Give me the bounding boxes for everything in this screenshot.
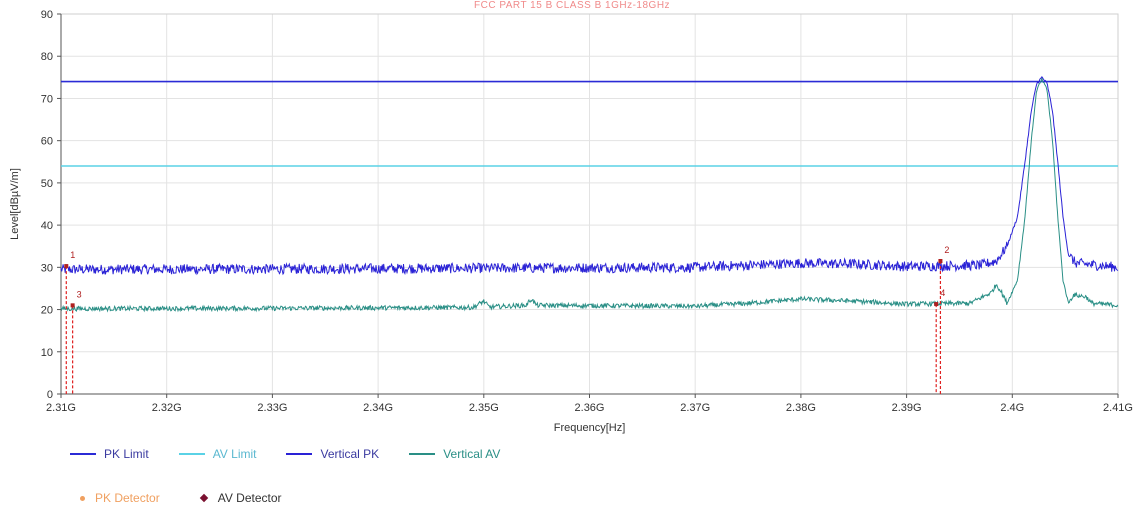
y-axis-label: Level[dBµV/m]	[9, 168, 21, 240]
x-tick-label: 2.38G	[786, 402, 816, 414]
marker-point-4	[934, 302, 939, 307]
x-tick-label: 2.39G	[892, 402, 922, 414]
legend-vertical-pk-label: Vertical PK	[320, 447, 380, 461]
x-tick-label: 2.36G	[575, 402, 605, 414]
marker-label-1: 1	[70, 250, 75, 260]
marker-point-2	[938, 259, 943, 263]
y-tick-label: 30	[41, 262, 53, 274]
legend-vertical-pk: Vertical PK	[286, 447, 379, 461]
legend-av-limit-swatch	[178, 453, 205, 455]
x-tick-label: 2.4G	[1000, 402, 1024, 414]
y-tick-label: 50	[41, 178, 53, 190]
y-tick-label: 20	[41, 305, 53, 317]
av-detector-diamond-icon	[199, 493, 208, 503]
legend-pk-detector-label: PK Detector	[95, 491, 160, 505]
legend-av-limit: AV Limit	[178, 447, 257, 461]
y-tick-label: 60	[41, 136, 53, 148]
legend-pk-limit: PK Limit	[70, 447, 149, 461]
y-tick-label: 10	[41, 347, 53, 359]
series-line-vertical-av	[60, 78, 1119, 313]
marker-label-2: 2	[944, 245, 949, 255]
emission-chart: 2.31G 2.32G 2.33G 2.34G 2.35G 2.36G 2.37G 2.38G…	[9, 9, 1133, 434]
chart-watermark: FCC PART 15 B CLASS B 1GHz-18GHz	[474, 0, 671, 11]
legend-pk-limit-swatch	[70, 453, 96, 455]
legend-av-detector: AV Detector	[190, 491, 282, 505]
pk-detector-dot-icon	[80, 495, 85, 501]
x-tick-label: 2.31G	[46, 402, 76, 414]
legend-vertical-av: Vertical AV	[409, 447, 500, 461]
legend-vertical-av-label: Vertical AV	[443, 447, 501, 461]
x-tick-label: 2.37G	[680, 402, 710, 414]
y-tick-label: 80	[41, 51, 53, 63]
legend-pk-limit-label: PK Limit	[104, 447, 149, 461]
y-tick-label: 70	[41, 93, 53, 105]
legend-av-detector-label: AV Detector	[217, 491, 282, 505]
marker-label-4: 4	[940, 288, 945, 298]
series-line-vertical-pk	[60, 76, 1119, 276]
x-tick-label: 2.32G	[152, 402, 182, 414]
y-tick-label: 40	[41, 220, 53, 232]
x-tick-label: 2.33G	[257, 402, 287, 414]
marker-point-3	[70, 303, 75, 308]
marker-label-3: 3	[77, 289, 82, 299]
x-tick-label: 2.35G	[469, 402, 499, 414]
y-tick-label: 90	[41, 9, 53, 21]
x-tick-label: 2.34G	[363, 402, 393, 414]
legend-vertical-pk-swatch	[286, 453, 313, 455]
x-tick-label: 2.41G	[1103, 402, 1133, 414]
legend-row-lines: PK Limit AV Limit Vertical PK Vertical A…	[70, 447, 530, 461]
x-axis-label: Frequency[Hz]	[554, 422, 626, 434]
legend-av-limit-label: AV Limit	[212, 447, 257, 461]
legend-vertical-av-swatch	[409, 453, 436, 455]
y-tick-label: 0	[47, 389, 53, 401]
marker-point-1	[64, 264, 69, 269]
legend-row-detectors: PK Detector AV Detector	[70, 491, 312, 505]
legend-pk-detector: PK Detector	[70, 491, 160, 505]
